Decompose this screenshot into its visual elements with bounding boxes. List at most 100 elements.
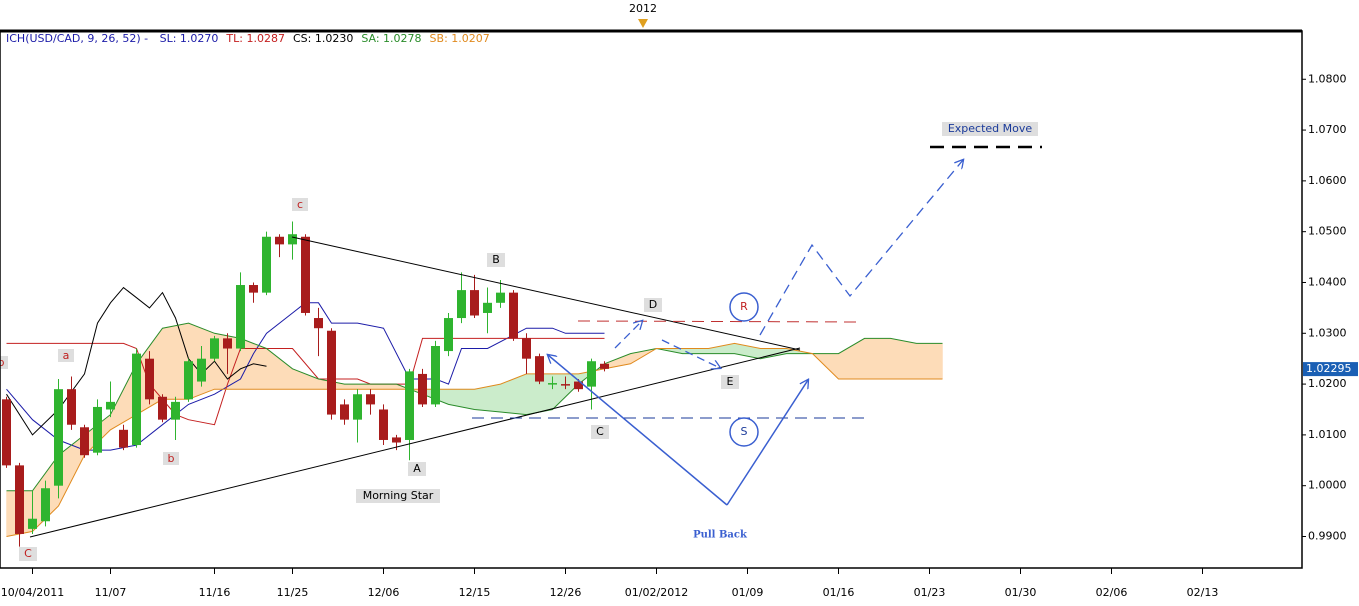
candle-body [28,518,37,529]
candle-body [366,394,375,405]
legend-title: ICH(USD/CAD, 9, 26, 52) - [6,32,148,45]
cloud [916,343,943,380]
candle-body [197,358,206,382]
x-tick-label: 10/04/2011 [1,586,64,599]
y-tick-label: 1.0800 [1308,72,1347,85]
candle-body [249,285,258,293]
candle-body [522,338,531,359]
candle-body [210,338,219,359]
candle-body [301,236,310,313]
projection-arrow [614,321,642,349]
candle-body [158,396,167,420]
indicator-line [6,322,943,492]
cloud [500,373,527,415]
candle-body [561,384,570,386]
y-tick-label: 1.0300 [1308,326,1347,339]
candle-body [314,318,323,329]
x-tick-label: 01/30 [1005,586,1037,599]
legend-entry: TL: 1.0287 [225,32,285,45]
candle-body [431,345,440,405]
cloud [292,368,319,390]
analyst-drawings [29,145,1042,538]
projection-arrow [759,160,963,336]
annotation: B [492,253,500,266]
x-tick-label: 01/23 [914,586,946,599]
annotation: Morning Star [363,489,434,502]
candle-body [132,353,141,446]
annotation: R [740,300,748,313]
candle-body [93,406,102,453]
candle-body [184,361,193,400]
candle-body [405,371,414,440]
x-tick-label: 01/02/2012 [625,586,688,599]
candle-body [496,292,505,303]
annotation: a [63,349,70,362]
candle-body [587,361,596,387]
pullback-arrow [548,355,728,506]
candle-body [223,338,232,349]
annotations: c a b b C B D R A Morning Star C E S Pul… [0,122,1038,561]
candle-body [145,358,154,400]
candle-body [574,381,583,390]
annotation: b [0,356,5,369]
candle-body [288,234,297,245]
candle-body [236,285,245,349]
legend-entry: CS: 1.0230 [293,32,353,45]
candle-body [444,318,453,352]
y-tick-label: 1.0400 [1308,275,1347,288]
annotation: c [297,198,303,211]
legend-entry: SB: 1.0207 [430,32,490,45]
legend: ICH(USD/CAD, 9, 26, 52) - SL: 1.0270 TL: … [6,32,490,45]
candle-body [106,401,115,410]
candle-body [171,401,180,420]
year-marker [638,19,648,28]
x-tick-label: 11/16 [199,586,231,599]
candle-body [457,290,466,319]
candle-body [340,404,349,420]
candle-body [379,409,388,440]
candle-body [2,399,11,466]
annotation: D [649,298,657,311]
cloud [370,383,397,390]
y-tick-label: 0.9900 [1308,530,1347,543]
y-tick-label: 1.0000 [1308,479,1347,492]
cloud [864,338,891,380]
candle-body [119,429,128,448]
resistance-line [577,320,861,323]
last-price-box [1303,362,1358,377]
x-tick-label: 11/25 [277,586,309,599]
candle-body [41,488,50,522]
trend-line [291,236,801,351]
trend-line [29,347,801,538]
y-tick-label: 1.0500 [1308,225,1347,238]
projection-arrow [661,339,720,368]
candle-body [67,389,76,425]
candle-body [470,290,479,316]
annotation: A [413,462,421,475]
pullback-arrow [726,380,808,506]
cloud [266,348,293,390]
x-tick-label: 12/06 [368,586,400,599]
candle-body [509,292,518,339]
annotation: Expected Move [948,122,1033,135]
x-tick-label: 01/16 [823,586,855,599]
candle-body [327,330,336,415]
x-tick-label: 11/07 [95,586,127,599]
candle-body [548,383,557,385]
x-tick-label: 12/15 [459,586,491,599]
candle-body [353,394,362,420]
x-tick-label: 02/13 [1187,586,1219,599]
indicator-line [6,286,267,436]
legend-entry: SL: 1.0270 [160,32,219,45]
last-price-label: 1.02295 [1306,362,1352,375]
annotation: C [24,547,32,560]
cloud [838,337,865,380]
y-tick-label: 1.0700 [1308,123,1347,136]
candle-body [418,373,427,405]
candle-body [54,389,63,486]
legend-entry: SA: 1.0278 [361,32,421,45]
candle-body [275,236,284,245]
annotation: Pull Back [693,530,748,541]
year-label: 2012 [629,2,657,15]
